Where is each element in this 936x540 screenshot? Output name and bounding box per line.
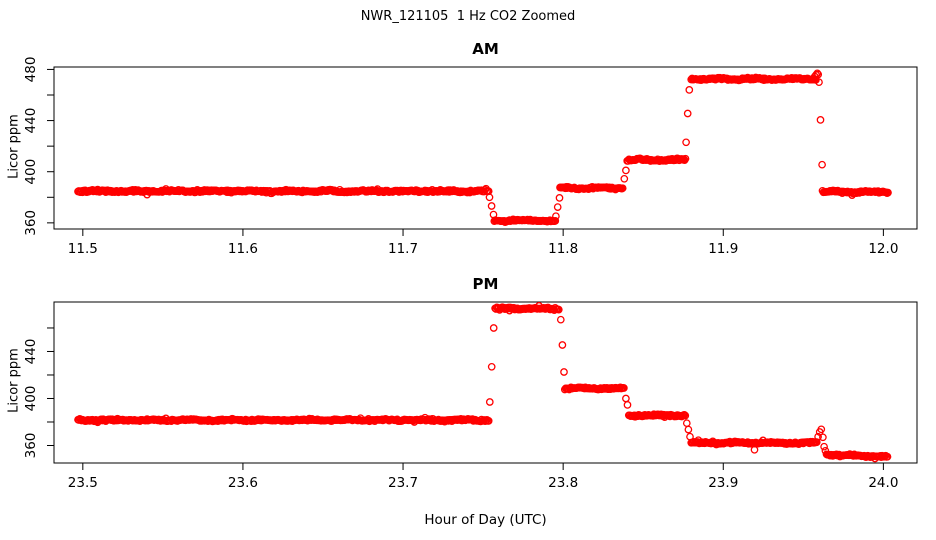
data-point	[622, 166, 630, 175]
pm-axes	[47, 301, 918, 470]
data-point	[549, 305, 558, 314]
figure-title: NWR_121105 1 Hz CO2 Zoomed	[360, 9, 576, 24]
data-point	[821, 446, 830, 455]
data-point	[683, 109, 692, 118]
pm-plot-box	[53, 301, 918, 464]
y-tick-label: 360	[23, 210, 39, 236]
data-point	[618, 184, 627, 193]
data-point	[685, 86, 694, 94]
x-tick-label: 23.6	[228, 475, 258, 491]
data-point	[815, 78, 823, 87]
data-point	[487, 202, 496, 210]
x-tick-label: 11.8	[548, 241, 578, 257]
data-point	[620, 174, 629, 183]
data-point	[484, 417, 493, 425]
x-tick-label: 12.0	[868, 241, 898, 257]
data-point	[551, 217, 560, 225]
data-point	[681, 154, 690, 163]
data-point	[686, 432, 694, 441]
data-point	[552, 212, 560, 221]
y-tick-label: 400	[23, 159, 39, 185]
data-point	[750, 445, 759, 454]
x-tick-label: 23.9	[708, 475, 738, 491]
x-tick-label: 11.7	[388, 241, 418, 257]
data-point	[813, 69, 822, 78]
data-point	[485, 193, 494, 202]
y-tick-label: 440	[23, 108, 39, 134]
data-point	[556, 315, 565, 324]
x-tick-label: 23.8	[548, 475, 578, 491]
y-tick-label: 360	[23, 433, 39, 459]
data-point	[819, 433, 827, 442]
data-point	[555, 194, 564, 202]
data-point	[558, 341, 567, 349]
data-point	[485, 398, 494, 406]
data-point	[620, 384, 628, 392]
data-point	[560, 368, 568, 376]
am-data-points	[74, 69, 892, 226]
am-plot-box	[53, 66, 918, 230]
x-tick-label: 24.0	[868, 475, 898, 491]
data-point	[684, 425, 693, 434]
data-point	[681, 411, 690, 420]
data-point	[884, 188, 892, 197]
data-point	[814, 432, 822, 441]
data-point	[816, 116, 825, 124]
data-point	[817, 425, 826, 434]
am-y-axis-label: Licor ppm	[6, 114, 22, 179]
data-point	[682, 138, 690, 147]
x-tick-label: 11.5	[68, 241, 98, 257]
data-point	[622, 394, 630, 403]
data-point	[553, 203, 562, 211]
data-point	[680, 410, 689, 419]
x-tick-label: 23.7	[388, 475, 418, 491]
x-tick-label: 11.9	[708, 241, 738, 257]
x-tick-label: 11.6	[228, 241, 258, 257]
data-point	[818, 160, 826, 169]
am-tick-labels: 11.5 11.6 11.7 11.8 11.9 12.0 360 400 440 480	[23, 57, 898, 257]
data-point	[489, 210, 498, 219]
data-point	[487, 362, 496, 371]
am-panel-title: AM	[472, 40, 499, 58]
am-axes	[47, 66, 918, 236]
data-point	[883, 452, 892, 461]
data-point	[554, 305, 563, 314]
x-axis-label: Hour of Day (UTC)	[424, 512, 547, 528]
data-point	[623, 401, 632, 409]
pm-panel-title: PM	[472, 275, 499, 293]
data-point	[489, 324, 498, 332]
data-point	[814, 70, 823, 79]
pm-tick-labels: 23.5 23.6 23.7 23.8 23.9 24.0 360 400 440	[23, 339, 898, 491]
data-point	[682, 419, 691, 428]
y-tick-label: 480	[23, 57, 39, 83]
y-tick-label: 440	[23, 339, 39, 365]
data-point	[812, 438, 821, 446]
data-point	[820, 442, 828, 451]
y-tick-label: 400	[23, 386, 39, 412]
pm-data-points	[74, 302, 892, 463]
x-tick-label: 23.5	[68, 475, 98, 491]
pm-y-axis-label: Licor ppm	[6, 348, 22, 413]
